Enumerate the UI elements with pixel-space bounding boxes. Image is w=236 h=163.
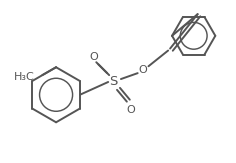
Text: S: S — [109, 75, 117, 89]
Text: O: O — [138, 65, 147, 75]
Text: O: O — [126, 104, 135, 115]
Text: H₃C: H₃C — [14, 72, 34, 82]
Text: O: O — [89, 52, 98, 62]
